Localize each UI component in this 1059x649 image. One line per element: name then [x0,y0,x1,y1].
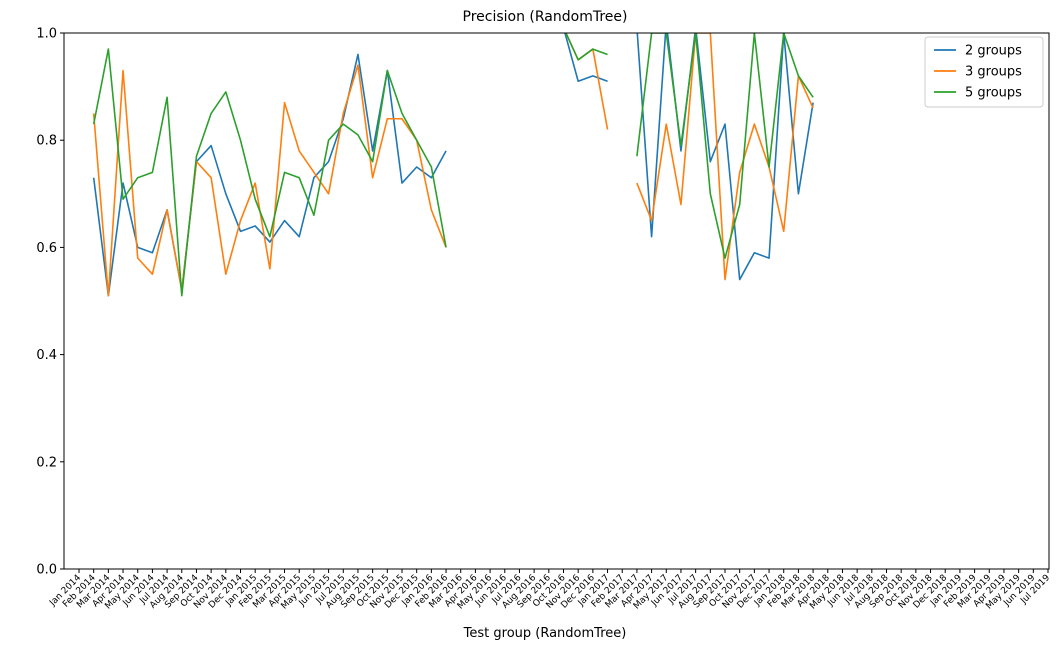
series-line-5-groups [92,33,814,297]
legend-label: 2 groups [965,44,1022,59]
y-tick-label: 0.6 [36,241,57,256]
y-tick-label: 0.8 [36,134,57,149]
series-line-2-groups [92,33,814,297]
legend: 2 groups 3 groups 5 groups [924,36,1044,108]
y-tick-label: 0.4 [36,348,57,363]
y-tick-label: 0.0 [36,563,57,578]
x-axis-label: Test group (RandomTree) [463,626,627,641]
legend-label: 3 groups [965,65,1022,80]
plot-frame [63,32,1050,570]
chart-title: Precision (RandomTree) [463,9,628,25]
legend-box [924,36,1044,108]
series-layer [92,33,814,297]
legend-label: 5 groups [965,86,1022,101]
y-tick-label: 0.2 [36,455,57,470]
y-tick-label: 1.0 [36,27,57,42]
y-axis: 0.0 0.2 0.4 0.6 0.8 1.0 [36,27,64,578]
series-line-3-groups [92,33,814,297]
